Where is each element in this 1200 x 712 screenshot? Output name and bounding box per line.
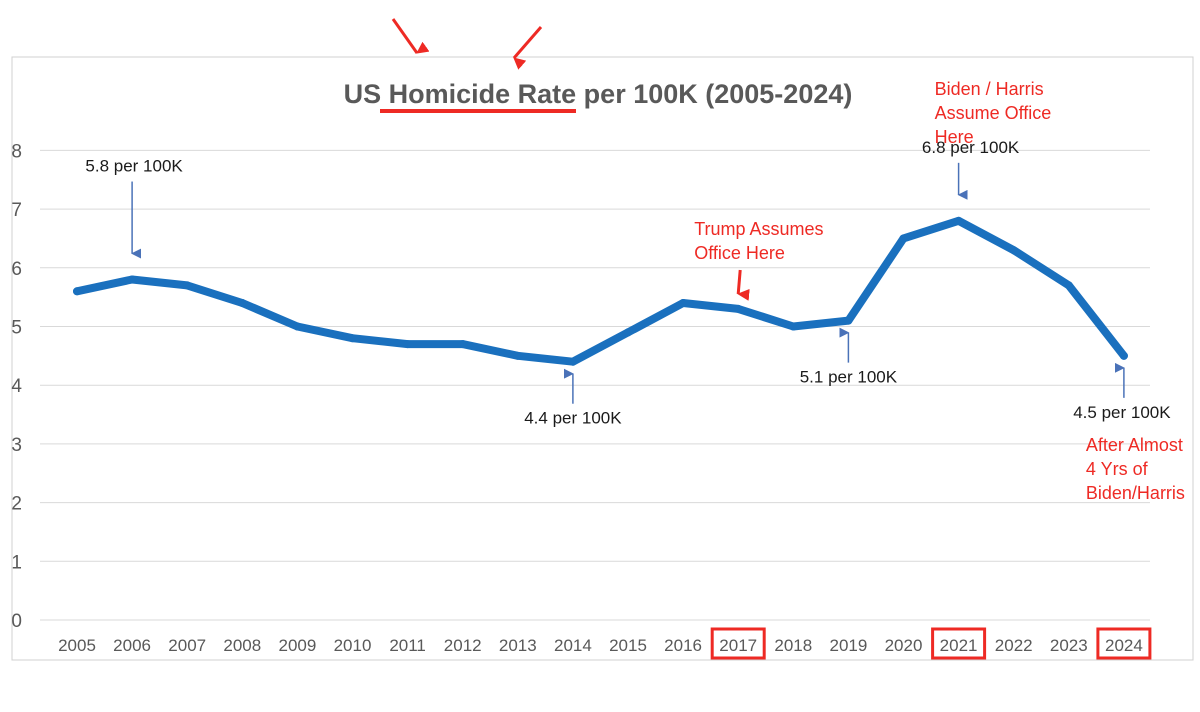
data-point-2016 [679, 299, 688, 308]
label-layer: 5.8 per 100K 4.4 per 100K 5.1 per 100K 6.8 … [85, 79, 1185, 503]
data-point-2024 [1119, 351, 1128, 360]
data-label-2021: 6.8 per 100K [922, 138, 1020, 157]
plot-frame [11, 56, 1194, 661]
data-point-2005 [73, 287, 81, 296]
series-layer [73, 216, 1128, 366]
x-tick-label-2005: 2005 [58, 636, 96, 655]
annotation-line-2024-2: Biden/Harris [1086, 483, 1185, 503]
x-tick-label-2024: 2024 [1105, 636, 1143, 655]
data-point-2017 [734, 304, 743, 313]
x-tick-label-2023: 2023 [1050, 636, 1088, 655]
annotation-line-2017-0: Trump Assumes [694, 219, 823, 239]
data-point-2008 [238, 299, 247, 308]
annotation-line-2021-2: Here [935, 127, 974, 147]
annotation-arrow-icon-2017 [736, 269, 750, 301]
data-point-2023 [1064, 281, 1073, 290]
annotation-line-2024-1: 4 Yrs of [1086, 459, 1149, 479]
y-tick-label-1: 1 [11, 552, 22, 573]
x-axis-ticks: 2005 2006 2007 2008 2009 2010 2011 2012 2013 2014… [58, 627, 1152, 660]
annotation-line-2021-1: Assume Office [935, 103, 1052, 123]
data-point-2010 [348, 334, 357, 343]
title-arrow-right-icon [512, 26, 543, 70]
highlight-box-2024 [1096, 627, 1152, 660]
x-tick-label-2010: 2010 [334, 636, 372, 655]
series-line-homicide-rate [73, 216, 1128, 366]
data-label-2014: 4.4 per 100K [524, 409, 622, 428]
y-tick-label-8: 8 [11, 141, 22, 162]
chart-title: US Homicide Rate per 100K (2005-2024) [344, 79, 853, 109]
data-point-2013 [513, 351, 522, 360]
highlight-box-2017 [710, 627, 766, 660]
x-tick-label-2012: 2012 [444, 636, 482, 655]
annotation-2024: After Almost 4 Yrs of Biden/Harris [1086, 435, 1185, 503]
annotation-line-2017-1: Office Here [694, 243, 785, 263]
y-tick-label-5: 5 [11, 318, 22, 339]
x-tick-label-2016: 2016 [664, 636, 702, 655]
data-point-2019 [844, 316, 853, 325]
y-tick-label-7: 7 [11, 200, 22, 221]
x-tick-label-2022: 2022 [995, 636, 1033, 655]
x-tick-label-2011: 2011 [389, 636, 426, 655]
x-tick-label-2006: 2006 [113, 636, 151, 655]
y-tick-label-3: 3 [11, 435, 22, 456]
x-tick-label-2018: 2018 [774, 636, 812, 655]
data-point-2021 [954, 216, 963, 225]
highlight-box-2021 [931, 627, 987, 660]
annotation-line-2021-0: Biden / Harris [935, 79, 1044, 99]
annotation-2021: Biden / Harris Assume Office Here [935, 79, 1052, 147]
gridlines [40, 149, 1150, 621]
title-arrow-left-icon [391, 18, 430, 54]
data-point-2018 [789, 322, 798, 331]
data-point-2014 [568, 357, 577, 366]
x-tick-label-2007: 2007 [168, 636, 206, 655]
data-point-2007 [183, 281, 192, 290]
x-tick-label-2021: 2021 [940, 636, 978, 655]
x-tick-label-2019: 2019 [829, 636, 867, 655]
y-tick-label-0: 0 [11, 611, 22, 632]
annotation-line-2024-0: After Almost [1086, 435, 1183, 455]
annotation-2017: Trump Assumes Office Here [694, 219, 823, 263]
data-point-2006 [128, 275, 137, 284]
data-point-2022 [1009, 246, 1018, 255]
data-label-2006: 5.8 per 100K [85, 157, 183, 176]
data-label-2024: 4.5 per 100K [1073, 403, 1171, 422]
x-tick-label-2020: 2020 [885, 636, 923, 655]
data-point-2020 [899, 234, 908, 243]
x-tick-label-2017: 2017 [719, 636, 757, 655]
y-tick-label-2: 2 [11, 494, 22, 515]
data-point-2009 [293, 322, 302, 331]
y-tick-label-6: 6 [11, 259, 22, 280]
data-label-2019: 5.1 per 100K [800, 368, 898, 387]
y-tick-label-4: 4 [11, 376, 22, 397]
x-tick-label-2014: 2014 [554, 636, 592, 655]
x-tick-label-2013: 2013 [499, 636, 537, 655]
data-point-2011 [403, 340, 412, 349]
y-axis-ticks: 0 1 2 3 4 5 6 7 8 [11, 141, 22, 632]
x-tick-label-2009: 2009 [278, 636, 316, 655]
x-tick-label-2015: 2015 [609, 636, 647, 655]
x-tick-label-2008: 2008 [223, 636, 261, 655]
data-point-2012 [458, 340, 467, 349]
data-point-2015 [624, 328, 632, 337]
